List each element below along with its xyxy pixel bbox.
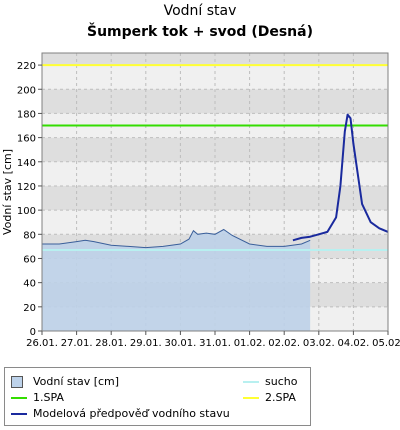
forecast-line <box>292 113 389 242</box>
x-tick-label: 03.02. <box>303 338 335 349</box>
x-tick-label: 26.01. <box>26 338 58 349</box>
legend-swatch-forecast <box>11 413 27 415</box>
legend-swatch-water-level <box>11 376 23 388</box>
x-tick-label: 30.01. <box>164 338 196 349</box>
observed-area <box>42 229 311 331</box>
y-tick-label: 20 <box>23 303 36 314</box>
legend-label-1spa: 1.SPA <box>33 391 64 404</box>
y-tick-label: 180 <box>17 109 36 120</box>
legend-label-water-level: Vodní stav [cm] <box>33 375 120 388</box>
x-tick-label: 27.01. <box>61 338 93 349</box>
x-tick-label: 04.02. <box>337 338 369 349</box>
x-tick-label: 02.02. <box>268 338 300 349</box>
x-tick-label: 01.02. <box>234 338 266 349</box>
legend-label-sucho: sucho <box>265 375 298 388</box>
x-tick-label: 05.02. <box>372 338 400 349</box>
y-tick-label: 80 <box>23 230 36 241</box>
x-tick-label: 28.01. <box>95 338 127 349</box>
y-tick-label: 0 <box>30 327 36 338</box>
y-tick-label: 160 <box>17 134 36 145</box>
chart-legend: Vodní stav [cm] sucho 1.SPA 2.SPA Modelo… <box>4 367 311 426</box>
legend-label-2spa: 2.SPA <box>265 391 296 404</box>
observed-line <box>42 228 311 249</box>
y-tick-label: 40 <box>23 279 36 290</box>
y-tick-label: 140 <box>17 158 36 169</box>
y-tick-label: 120 <box>17 182 36 193</box>
y-tick-label: 100 <box>17 206 36 217</box>
chart-plot: 0 20 40 60 80 100 120 140 160 180 200 220 26.01. 27.0… <box>1 52 400 349</box>
chart-subtitle: Šumperk tok + svod (Desná) <box>87 24 313 40</box>
y-axis-label: Vodní stav [cm] <box>1 149 14 235</box>
legend-label-forecast: Modelová předpověď vodního stavu <box>33 407 230 420</box>
legend-swatch-2spa <box>243 397 259 399</box>
x-tick-label: 29.01. <box>130 338 162 349</box>
legend-swatch-sucho <box>243 381 259 383</box>
y-tick-label: 60 <box>23 254 36 265</box>
chart-title: Vodní stav <box>163 3 237 19</box>
y-tick-label: 220 <box>17 61 36 72</box>
legend-swatch-1spa <box>11 397 27 399</box>
x-tick-label: 31.01. <box>199 338 231 349</box>
y-tick-label: 200 <box>17 85 36 96</box>
